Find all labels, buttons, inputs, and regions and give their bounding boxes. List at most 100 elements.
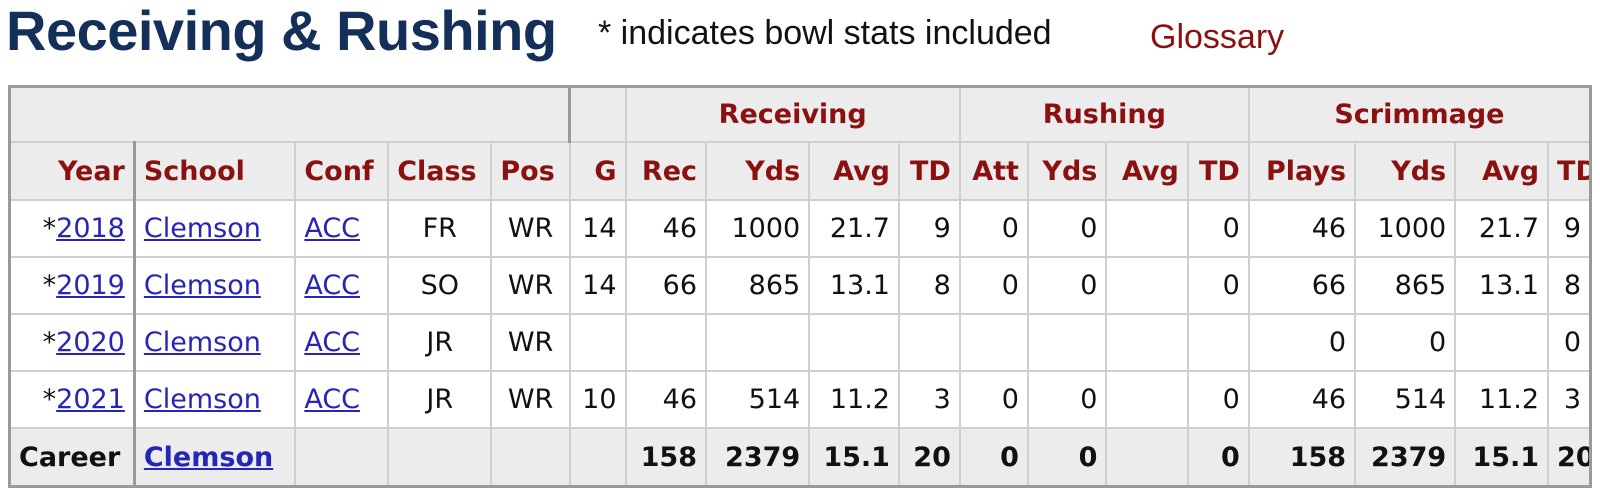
rec-cell: 66 xyxy=(624,256,708,315)
g-cell: 14 xyxy=(568,256,627,315)
career-class-cell xyxy=(387,427,493,488)
bowl-stats-note: * indicates bowl stats included xyxy=(598,14,1052,52)
career-rush-td: 0 xyxy=(1186,427,1250,488)
year-link[interactable]: 2020 xyxy=(56,327,125,358)
pos-cell: WR xyxy=(490,256,571,315)
scrim-yds-cell: 0 xyxy=(1354,313,1457,372)
col-header-plays[interactable]: Plays xyxy=(1247,141,1357,201)
col-header-rec[interactable]: Rec xyxy=(624,141,708,201)
col-header-rush-yds[interactable]: Yds xyxy=(1026,141,1108,201)
col-header-rec-yds[interactable]: Yds xyxy=(705,141,811,201)
rec-cell: 46 xyxy=(624,370,708,429)
year-cell: *2020 xyxy=(8,313,136,372)
col-header-rush-avg[interactable]: Avg xyxy=(1105,141,1189,201)
plays-cell: 46 xyxy=(1247,199,1357,258)
career-school-cell: Clemson xyxy=(133,427,297,488)
rec-avg-cell: 13.1 xyxy=(808,256,900,315)
col-header-pos[interactable]: Pos xyxy=(490,141,571,201)
year-link[interactable]: 2019 xyxy=(56,270,125,301)
table-row: *2018 Clemson ACC FR WR 14 46 1000 21.7 9 0 0 0 46 100… xyxy=(8,199,1592,258)
group-header-row: Receiving Rushing Scrimmage xyxy=(8,85,1592,143)
year-cell: *2018 xyxy=(8,199,136,258)
rush-td-cell: 0 xyxy=(1186,256,1250,315)
rush-yds-cell: 0 xyxy=(1026,199,1108,258)
year-cell: *2019 xyxy=(8,256,136,315)
rec-avg-cell: 11.2 xyxy=(808,370,900,429)
plays-cell: 66 xyxy=(1247,256,1357,315)
career-att: 0 xyxy=(958,427,1029,488)
school-link[interactable]: Clemson xyxy=(143,384,261,415)
rush-yds-cell: 0 xyxy=(1026,256,1108,315)
att-cell: 0 xyxy=(958,199,1029,258)
plays-cell: 0 xyxy=(1247,313,1357,372)
class-cell: SO xyxy=(387,256,493,315)
class-cell: JR xyxy=(387,370,493,429)
scrim-td-cell: 9 xyxy=(1547,199,1592,258)
rec-cell xyxy=(624,313,708,372)
group-header-scrimmage: Scrimmage xyxy=(1247,85,1592,143)
rec-cell: 46 xyxy=(624,199,708,258)
glossary-link[interactable]: Glossary xyxy=(1150,18,1285,56)
col-header-scrim-yds[interactable]: Yds xyxy=(1354,141,1457,201)
year-cell: *2021 xyxy=(8,370,136,429)
col-header-rec-td[interactable]: TD xyxy=(897,141,961,201)
scrim-yds-cell: 514 xyxy=(1354,370,1457,429)
year-link[interactable]: 2021 xyxy=(56,384,125,415)
col-header-rec-avg[interactable]: Avg xyxy=(808,141,900,201)
career-scrim-td: 20 xyxy=(1547,427,1592,488)
career-row: Career Clemson 158 2379 15.1 20 0 0 0 15… xyxy=(8,427,1592,488)
conf-link[interactable]: ACC xyxy=(304,213,361,244)
group-header-g-blank xyxy=(568,85,627,143)
school-link[interactable]: Clemson xyxy=(143,327,261,358)
school-cell: Clemson xyxy=(133,256,297,315)
scrim-avg-cell: 11.2 xyxy=(1454,370,1550,429)
scrim-yds-cell: 865 xyxy=(1354,256,1457,315)
year-link[interactable]: 2018 xyxy=(56,213,125,244)
conf-link[interactable]: ACC xyxy=(304,270,361,301)
att-cell: 0 xyxy=(958,256,1029,315)
column-header-row: Year School Conf Class Pos G Rec Yds Avg… xyxy=(8,141,1592,201)
col-header-conf[interactable]: Conf xyxy=(294,141,390,201)
scrim-td-cell: 0 xyxy=(1547,313,1592,372)
col-header-year[interactable]: Year xyxy=(8,141,136,201)
career-label: Career xyxy=(8,427,136,488)
rush-avg-cell xyxy=(1105,256,1189,315)
rec-yds-cell: 1000 xyxy=(705,199,811,258)
receiving-rushing-table: Receiving Rushing Scrimmage Year School … xyxy=(8,85,1592,488)
col-header-class[interactable]: Class xyxy=(387,141,493,201)
career-g-cell xyxy=(568,427,627,488)
col-header-g[interactable]: G xyxy=(568,141,627,201)
rec-td-cell: 3 xyxy=(897,370,961,429)
section-title: Receiving & Rushing xyxy=(6,0,557,62)
col-header-scrim-td[interactable]: TD xyxy=(1547,141,1592,201)
rec-yds-cell xyxy=(705,313,811,372)
school-cell: Clemson xyxy=(133,313,297,372)
career-rec-avg: 15.1 xyxy=(808,427,900,488)
rush-yds-cell xyxy=(1026,313,1108,372)
conf-cell: ACC xyxy=(294,256,390,315)
conf-link[interactable]: ACC xyxy=(304,327,361,358)
career-plays: 158 xyxy=(1247,427,1357,488)
conf-link[interactable]: ACC xyxy=(304,384,361,415)
rec-yds-cell: 865 xyxy=(705,256,811,315)
career-school-link[interactable]: Clemson xyxy=(143,441,274,473)
rush-avg-cell xyxy=(1105,370,1189,429)
rush-yds-cell: 0 xyxy=(1026,370,1108,429)
career-rec-yds: 2379 xyxy=(705,427,811,488)
school-link[interactable]: Clemson xyxy=(143,270,261,301)
pos-cell: WR xyxy=(490,370,571,429)
col-header-att[interactable]: Att xyxy=(958,141,1029,201)
col-header-rush-td[interactable]: TD xyxy=(1186,141,1250,201)
career-conf-cell xyxy=(294,427,390,488)
school-link[interactable]: Clemson xyxy=(143,213,261,244)
att-cell: 0 xyxy=(958,370,1029,429)
scrim-avg-cell xyxy=(1454,313,1550,372)
scrim-yds-cell: 1000 xyxy=(1354,199,1457,258)
col-header-scrim-avg[interactable]: Avg xyxy=(1454,141,1550,201)
section-header: Receiving & Rushing * indicates bowl sta… xyxy=(0,0,1600,80)
table-row: *2019 Clemson ACC SO WR 14 66 865 13.1 8 0 0 0 66 865 1… xyxy=(8,256,1592,315)
scrim-avg-cell: 13.1 xyxy=(1454,256,1550,315)
career-pos-cell xyxy=(490,427,571,488)
col-header-school[interactable]: School xyxy=(133,141,297,201)
rec-td-cell: 9 xyxy=(897,199,961,258)
